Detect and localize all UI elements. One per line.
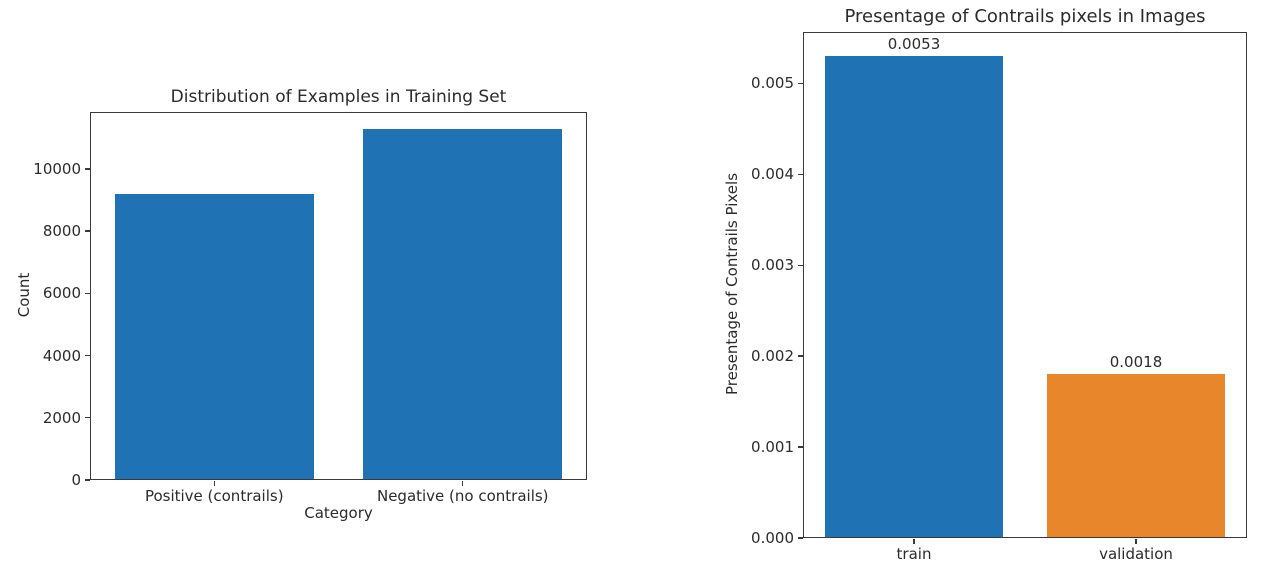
y-tick-label: 0.005	[751, 74, 794, 93]
y-tick-mark	[798, 537, 803, 539]
left-chart-x-axis-label: Category	[304, 504, 373, 522]
x-tick-mark	[913, 539, 915, 544]
y-tick-label: 8000	[42, 222, 81, 241]
y-tick-mark	[798, 82, 803, 85]
plot-area	[90, 112, 587, 480]
x-tick-mark	[1135, 539, 1137, 544]
x-tick-label: train	[896, 545, 932, 563]
y-tick-label: 2000	[42, 408, 81, 427]
x-tick-label: validation	[1099, 545, 1173, 563]
y-tick-mark	[85, 479, 90, 481]
bar-value-label: 0.0053	[887, 35, 941, 54]
y-tick-mark	[798, 173, 803, 175]
bar-negative--no-contrails-	[363, 129, 563, 479]
y-tick-label: 0.004	[751, 165, 794, 184]
y-tick-label: 4000	[42, 346, 81, 365]
plot-area	[803, 32, 1247, 538]
y-tick-mark	[85, 230, 90, 232]
x-tick-mark	[213, 481, 215, 486]
right-chart-title: Presentage of Contrails pixels in Images	[844, 6, 1206, 27]
left-chart-title: Distribution of Examples in Training Set	[170, 87, 507, 107]
bar-value-label: 0.0018	[1109, 353, 1163, 372]
y-tick-label: 0.003	[751, 256, 794, 275]
bar-validation	[1047, 374, 1225, 537]
x-tick-label: Positive (contrails)	[144, 487, 284, 505]
bar-train	[825, 56, 1003, 537]
x-tick-label: Negative (no contrails)	[376, 487, 549, 505]
right-chart-y-axis-label: Presentage of Contrails Pixels	[723, 172, 741, 396]
y-tick-mark	[85, 417, 90, 419]
y-tick-mark	[85, 168, 90, 170]
y-tick-label: 10000	[33, 159, 81, 178]
y-tick-label: 0.001	[751, 438, 794, 457]
y-tick-mark	[85, 354, 90, 357]
bar-positive--contrails-	[114, 193, 314, 479]
y-tick-label: 0	[71, 471, 81, 489]
y-tick-label: 0.002	[751, 347, 794, 366]
y-tick-mark	[798, 355, 803, 357]
y-tick-mark	[85, 292, 90, 295]
y-tick-label: 6000	[42, 284, 81, 303]
x-tick-mark	[462, 481, 464, 486]
y-tick-mark	[798, 446, 803, 448]
y-tick-mark	[798, 264, 803, 266]
y-tick-label: 0.000	[751, 529, 794, 547]
